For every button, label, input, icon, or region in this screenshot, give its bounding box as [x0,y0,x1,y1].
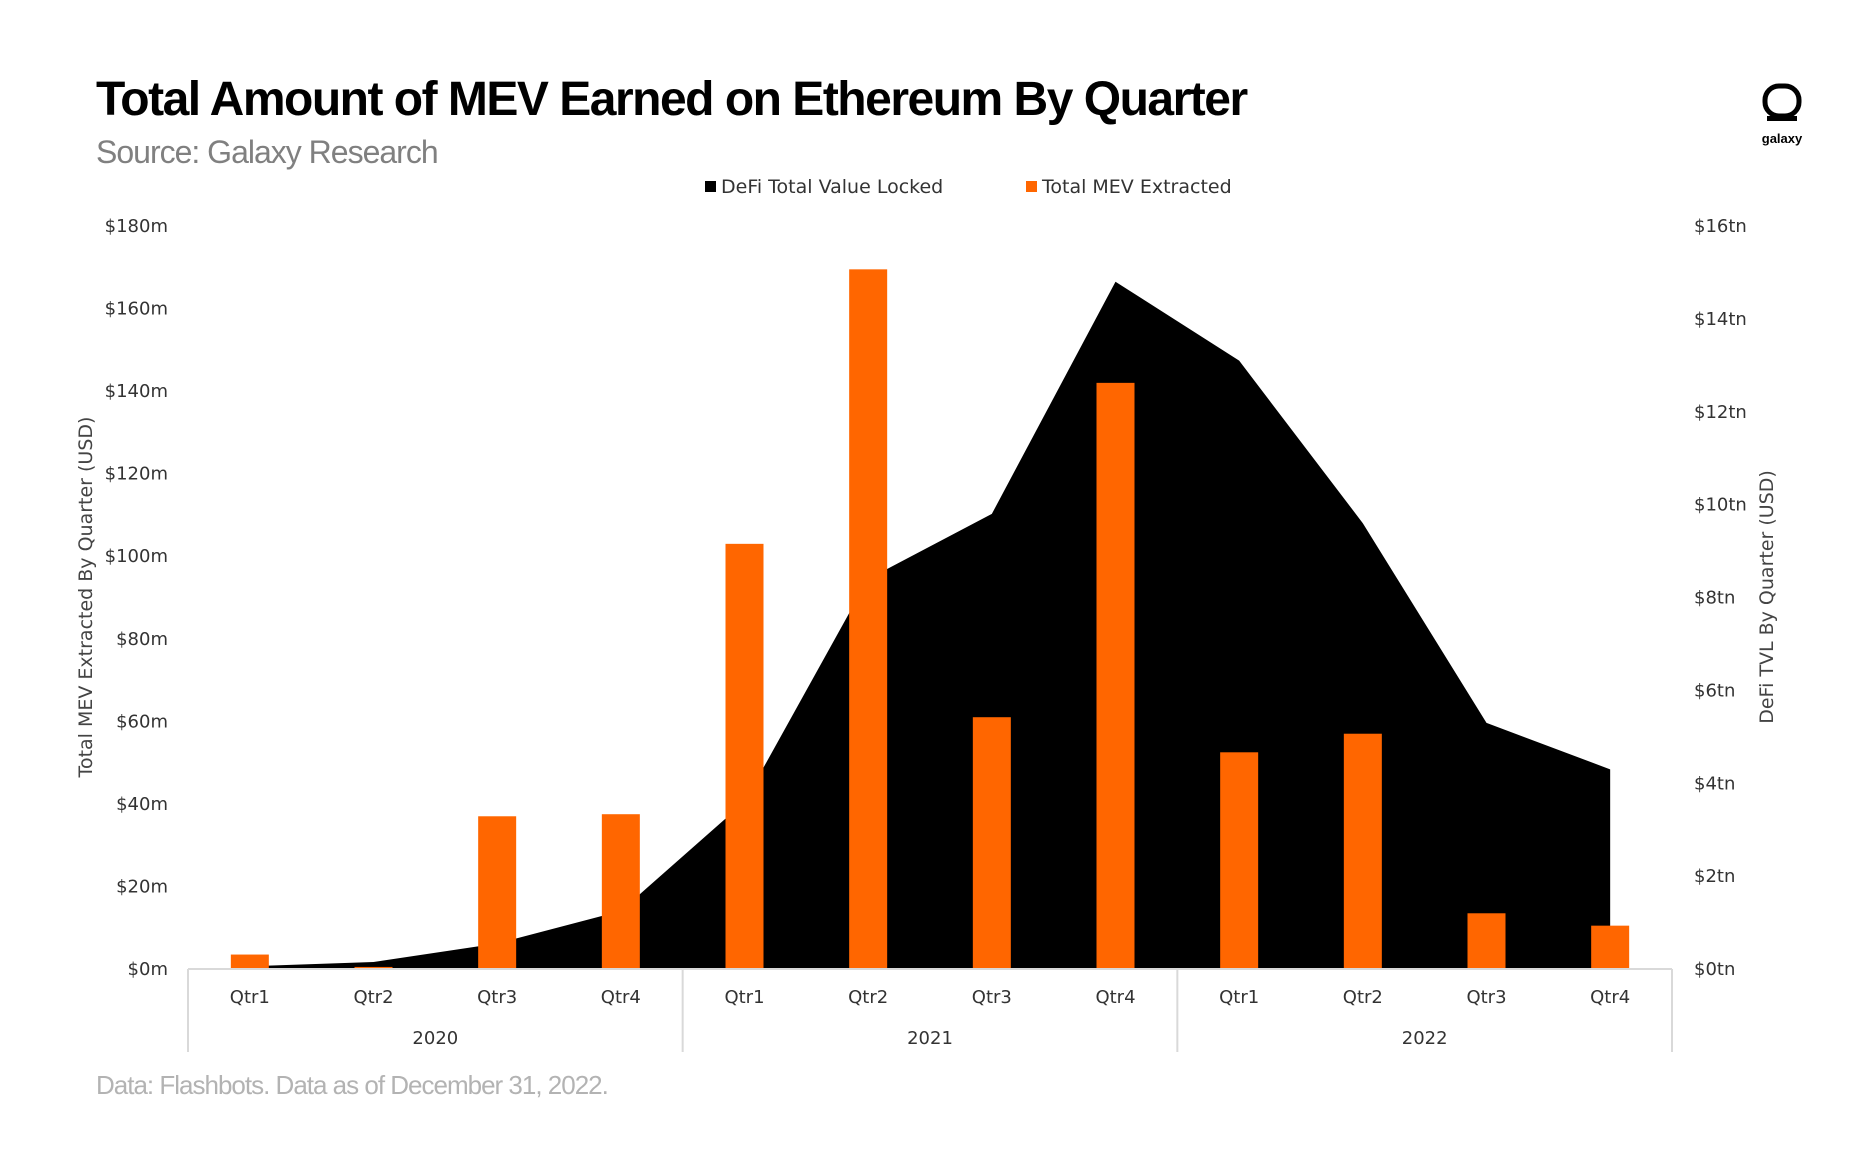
x-tick-label: Qtr4 [1590,987,1630,1008]
mev-bar [1096,382,1135,969]
mev-bar [725,543,764,969]
x-tick-label: Qtr1 [230,987,270,1008]
mev-bar [1220,752,1259,969]
y-tick-label: $100m [105,546,168,567]
y2-axis-title: DeFi TVL By Quarter (USD) [1756,470,1778,724]
mev-bar [601,814,640,969]
y-tick-label: $160m [105,299,168,320]
data-source-note: Data: Flashbots. Data as of December 31,… [96,1070,609,1100]
x-tick-label: Qtr2 [1343,987,1383,1008]
y-tick-label: $180m [105,216,168,237]
legend-swatch-tvl [705,181,716,192]
x-tick-label: Qtr4 [1095,987,1135,1008]
y-tick-label: $140m [105,381,168,402]
x-tick-label: Qtr2 [848,987,888,1008]
x-tick-label: Qtr1 [724,987,764,1008]
x-tick-label: Qtr2 [353,987,393,1008]
mev-bar [1343,733,1382,969]
galaxy-logo-icon [1762,83,1802,121]
y2-tick-label: $8tn [1694,588,1735,609]
y-tick-label: $0m [128,959,168,980]
chart-subtitle: Source: Galaxy Research [96,134,439,170]
y2-tick-label: $10tn [1694,495,1747,516]
x-tick-label: Qtr3 [972,987,1012,1008]
legend-label-tvl: DeFi Total Value Locked [721,176,943,198]
x-tick-label: Qtr3 [1466,987,1506,1008]
logo-label: galaxy [1761,131,1803,146]
y-tick-label: $40m [116,794,168,815]
y2-tick-label: $16tn [1694,216,1747,237]
mev-bar [1591,925,1630,969]
y-tick-label: $20m [116,876,168,897]
chart-title: Total Amount of MEV Earned on Ethereum B… [96,73,1248,126]
y-axis-title: Total MEV Extracted By Quarter (USD) [75,417,97,779]
year-label: 2022 [1402,1028,1448,1049]
y-tick-label: $80m [116,629,168,650]
mev-bar [972,717,1011,969]
year-label: 2021 [907,1028,953,1049]
mev-bar [230,954,269,969]
x-tick-label: Qtr4 [601,987,641,1008]
y2-tick-label: $6tn [1694,680,1735,701]
year-label: 2020 [412,1028,458,1049]
y2-tick-label: $14tn [1694,309,1747,330]
galaxy-logo: galaxy [1752,82,1812,146]
legend-swatch-mev [1026,181,1037,192]
y-tick-label: $60m [116,711,168,732]
mev-bar [1467,913,1506,969]
mev-bar [478,816,517,969]
legend-label-mev: Total MEV Extracted [1041,176,1232,198]
y2-tick-label: $4tn [1694,773,1735,794]
tvl-area [249,281,1611,970]
y2-tick-label: $12tn [1694,402,1747,423]
x-tick-label: Qtr3 [477,987,517,1008]
mev-bar [354,966,393,969]
y2-tick-label: $2tn [1694,866,1735,887]
y-tick-label: $120m [105,464,168,485]
y2-tick-label: $0tn [1694,959,1735,980]
x-tick-label: Qtr1 [1219,987,1259,1008]
mev-bar [849,269,888,969]
